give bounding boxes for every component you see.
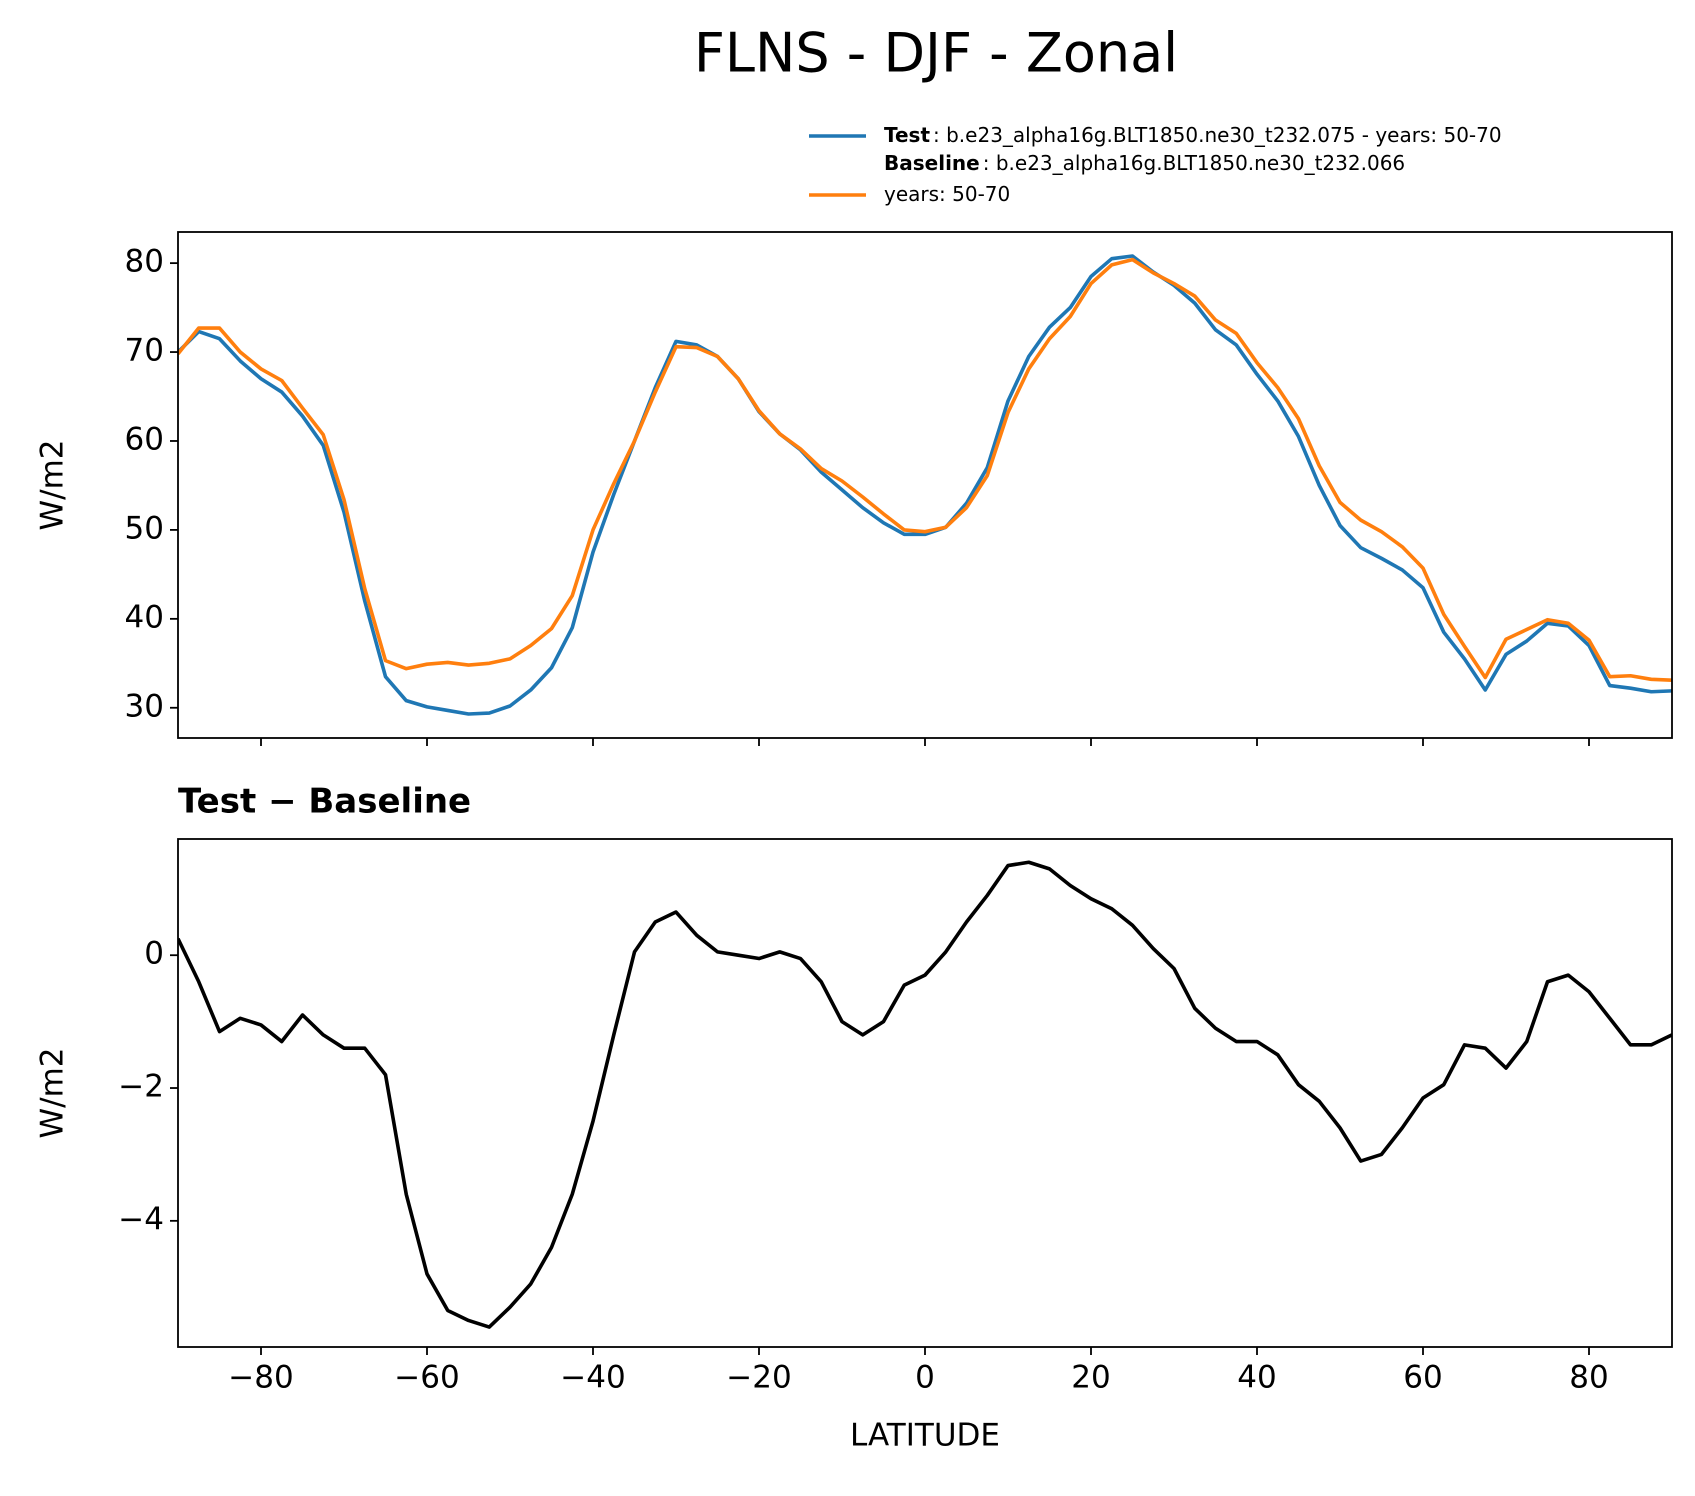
x-tick-label: −20 <box>726 1360 791 1396</box>
legend-description: years: 50-70 <box>884 182 1010 206</box>
data-line <box>178 254 1672 716</box>
legend-description: : b.e23_alpha16g.BLT1850.ne30_t232.075 -… <box>933 123 1502 147</box>
legend-label: years: 50-70 <box>884 182 1010 206</box>
y-tick-label: 30 <box>125 688 164 724</box>
legend-description: : b.e23_alpha16g.BLT1850.ne30_t232.066 <box>983 151 1405 175</box>
figure-title: FLNS - DJF - Zonal <box>694 22 1178 85</box>
x-tick-label: 0 <box>915 1360 935 1396</box>
axes-title: Test − Baseline <box>178 782 471 822</box>
y-axis-label: W/m2 <box>35 439 71 530</box>
data-line <box>178 860 1672 1329</box>
y-tick-label: 70 <box>125 333 164 369</box>
x-tick-label: 60 <box>1403 1360 1442 1396</box>
x-tick-label: −80 <box>228 1360 293 1396</box>
x-tick-label: −60 <box>394 1360 459 1396</box>
y-tick-label: −4 <box>118 1201 164 1237</box>
x-tick-label: 40 <box>1237 1360 1276 1396</box>
y-tick-label: 0 <box>144 936 164 972</box>
axes-frame <box>177 231 1673 739</box>
y-tick-label: 80 <box>125 244 164 280</box>
y-tick-label: 40 <box>125 599 164 635</box>
legend-label: Baseline: b.e23_alpha16g.BLT1850.ne30_t2… <box>884 151 1405 175</box>
axes-frame <box>177 838 1673 1348</box>
x-tick-label: 20 <box>1071 1360 1110 1396</box>
y-tick-label: 60 <box>125 421 164 457</box>
y-tick-label: 50 <box>125 510 164 546</box>
x-tick-label: −40 <box>560 1360 625 1396</box>
x-axis-label: LATITUDE <box>850 1418 1000 1454</box>
legend-name: Test <box>884 123 930 147</box>
x-tick-label: 80 <box>1569 1360 1608 1396</box>
legend-name: Baseline <box>884 151 980 175</box>
legend-label: Test: b.e23_alpha16g.BLT1850.ne30_t232.0… <box>884 123 1502 147</box>
data-line <box>178 257 1672 682</box>
y-axis-label: W/m2 <box>35 1047 71 1138</box>
y-tick-label: −2 <box>118 1069 164 1105</box>
